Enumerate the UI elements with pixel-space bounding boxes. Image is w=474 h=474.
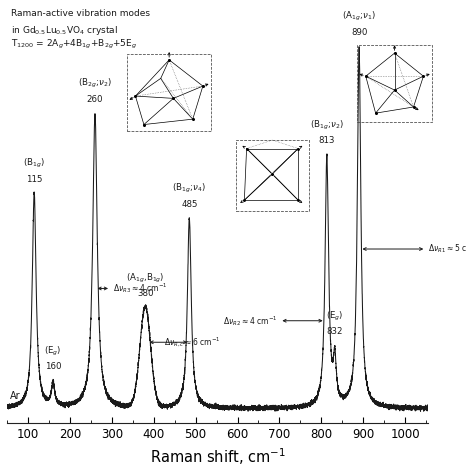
Text: 813: 813 xyxy=(319,137,335,146)
Text: Ar: Ar xyxy=(10,391,20,401)
Text: 160: 160 xyxy=(45,362,61,371)
Text: 832: 832 xyxy=(327,327,343,336)
Text: (E$_{g}$): (E$_{g}$) xyxy=(326,310,344,322)
Text: (B$_{1g}$;$\nu_4$): (B$_{1g}$;$\nu_4$) xyxy=(173,182,206,195)
Text: 380: 380 xyxy=(137,289,154,298)
Text: $\Delta\nu_{R,c}$$\approx$6 cm$^{-1}$: $\Delta\nu_{R,c}$$\approx$6 cm$^{-1}$ xyxy=(164,336,221,349)
Text: in Gd$_{0.5}$Lu$_{0.5}$VO$_{4}$ crystal: in Gd$_{0.5}$Lu$_{0.5}$VO$_{4}$ crystal xyxy=(11,24,118,36)
Text: (B$_{1g}$): (B$_{1g}$) xyxy=(23,157,45,170)
Text: (B$_{1g}$;$\nu_2$): (B$_{1g}$;$\nu_2$) xyxy=(310,118,344,132)
Text: (A$_{1g}$,B$_{1g}$): (A$_{1g}$,B$_{1g}$) xyxy=(126,272,164,285)
Text: $\Delta\nu_{R3}$$\approx$4 cm$^{-1}$: $\Delta\nu_{R3}$$\approx$4 cm$^{-1}$ xyxy=(113,282,167,295)
Text: (A$_{1g}$;$\nu_1$): (A$_{1g}$;$\nu_1$) xyxy=(342,10,376,23)
Text: $\Delta\nu_{R2}$$\approx$4 cm$^{-1}$: $\Delta\nu_{R2}$$\approx$4 cm$^{-1}$ xyxy=(223,314,278,328)
Text: (E$_{g}$): (E$_{g}$) xyxy=(44,345,62,358)
Text: (B$_{2g}$;$\nu_2$): (B$_{2g}$;$\nu_2$) xyxy=(78,77,112,90)
Text: Raman-active vibration modes: Raman-active vibration modes xyxy=(11,9,150,18)
Text: 890: 890 xyxy=(351,27,367,36)
X-axis label: Raman shift, cm$^{-1}$: Raman shift, cm$^{-1}$ xyxy=(150,447,285,467)
Text: 260: 260 xyxy=(87,95,103,104)
Text: 115: 115 xyxy=(26,175,43,184)
Text: 485: 485 xyxy=(181,200,198,209)
Text: $\Delta\nu_{R1}$$\approx$5 c: $\Delta\nu_{R1}$$\approx$5 c xyxy=(428,243,467,255)
Text: T$_{1200}$ = 2A$_{g}$+4B$_{1g}$+B$_{2g}$+5E$_{g}$: T$_{1200}$ = 2A$_{g}$+4B$_{1g}$+B$_{2g}$… xyxy=(11,38,137,51)
